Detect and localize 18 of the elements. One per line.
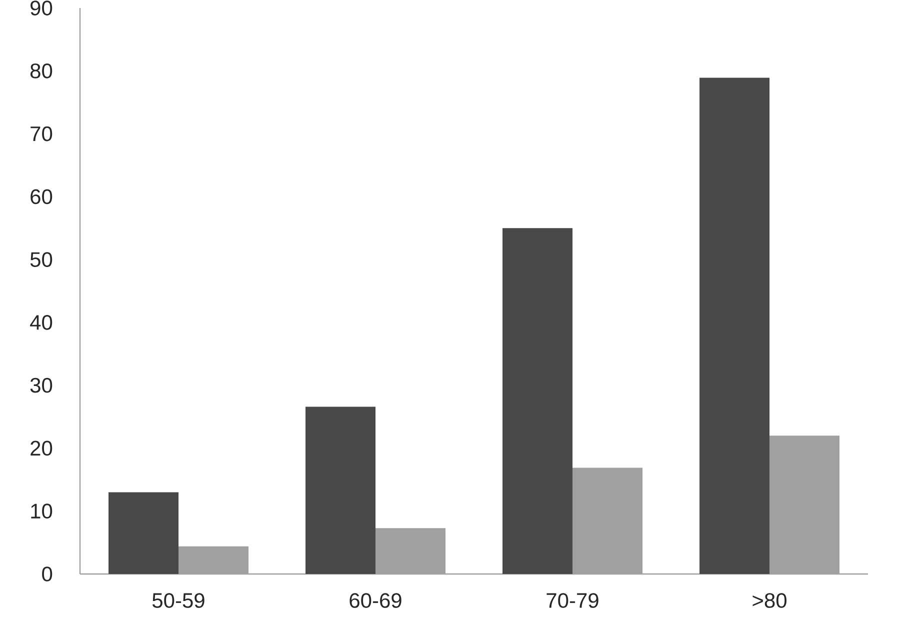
bar (502, 228, 572, 574)
y-tick-label: 60 (30, 189, 52, 204)
x-tick-label: 50-59 (152, 593, 204, 608)
y-tick-label: 0 (42, 566, 52, 582)
y-tick-label: 10 (31, 504, 52, 519)
y-tick-label: 70 (30, 126, 52, 142)
bar (699, 78, 770, 574)
y-tick-label: 50 (30, 252, 52, 267)
y-tick-label: 90 (30, 0, 52, 16)
bar (108, 492, 179, 574)
y-tick-label: 80 (30, 63, 52, 78)
bar (306, 406, 376, 574)
y-tick-label: 40 (30, 315, 52, 330)
x-tick-label: >80 (752, 593, 786, 608)
x-tick-label: 70-79 (546, 593, 598, 608)
y-tick-label: 30 (30, 378, 52, 393)
x-tick-label: 60-69 (350, 593, 402, 608)
y-tick-label: 20 (30, 440, 52, 456)
